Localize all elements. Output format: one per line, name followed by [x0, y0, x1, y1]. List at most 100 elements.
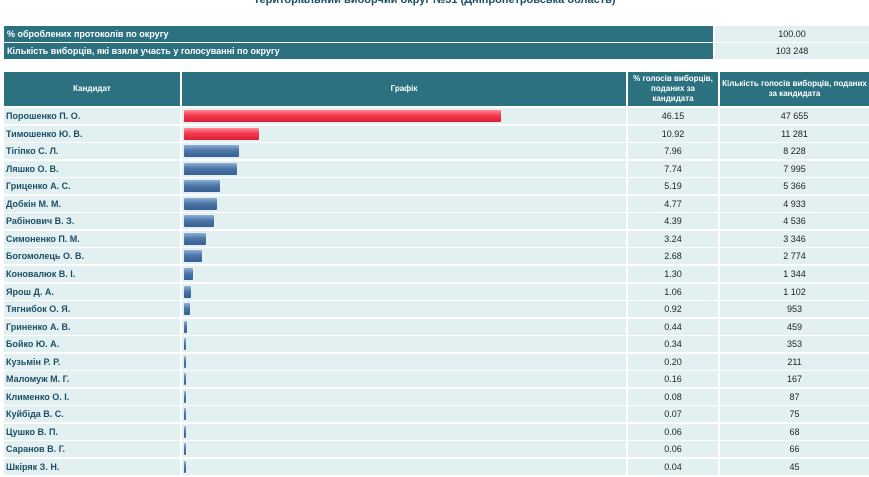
header-chart: Графік: [182, 72, 626, 106]
table-row: Рабінович В. З. 4.39 4 536: [4, 213, 869, 230]
percent-value: 5.19: [628, 178, 718, 195]
percent-value: 3.24: [628, 230, 718, 247]
table-row: Шкіряк З. Н. 0.04 45: [4, 459, 869, 476]
votes-value: 1 102: [720, 283, 869, 300]
votes-value: 8 228: [720, 143, 869, 160]
bar: [184, 180, 220, 193]
votes-value: 47 655: [720, 108, 869, 124]
percent-value: 46.15: [628, 108, 718, 124]
table-row: Цушко В. П. 0.06 68: [4, 423, 869, 441]
votes-value: 353: [720, 336, 869, 353]
votes-value: 66: [720, 441, 869, 458]
table-row: Ляшко О. В. 7.74 7 995: [4, 160, 869, 178]
bar: [184, 303, 191, 316]
candidate-name: Порошенко П. О.: [4, 108, 180, 124]
bar-cell: [182, 230, 626, 247]
candidate-name: Бойко Ю. А.: [4, 336, 180, 353]
candidate-name: Гриценко А. С.: [4, 178, 180, 195]
bar-cell: [182, 301, 626, 318]
bar: [184, 320, 187, 333]
bar: [184, 232, 207, 245]
bar-cell: [182, 283, 626, 300]
bar-cell: [182, 178, 626, 195]
bar: [184, 250, 203, 263]
bar-cell: [182, 108, 626, 124]
header-votes: Кількість голосів виборців, поданих за к…: [720, 72, 869, 106]
percent-value: 0.44: [628, 318, 718, 335]
percent-value: 1.30: [628, 266, 718, 282]
header-candidate: Кандидат: [4, 72, 180, 106]
bar-cell: [182, 423, 626, 440]
bar: [184, 162, 238, 175]
bar-cell: [182, 388, 626, 405]
percent-value: 0.34: [628, 336, 718, 353]
bar: [184, 355, 186, 368]
bar: [184, 215, 215, 228]
candidate-name: Ярош Д. А.: [4, 283, 180, 300]
candidate-name: Гриненко А. В.: [4, 318, 180, 335]
percent-value: 0.20: [628, 353, 718, 370]
votes-value: 45: [720, 459, 869, 475]
percent-value: 7.96: [628, 143, 718, 160]
votes-value: 459: [720, 318, 869, 335]
table-row: Ярош Д. А. 1.06 1 102: [4, 283, 869, 301]
bar-cell: [182, 406, 626, 423]
table-row: Клименко О. І. 0.08 87: [4, 388, 869, 406]
bar-cell: [182, 248, 626, 265]
votes-value: 75: [720, 406, 869, 423]
table-row: Кузьмін Р. Р. 0.20 211: [4, 353, 869, 371]
candidate-name: Шкіряк З. Н.: [4, 459, 180, 475]
votes-value: 5 366: [720, 178, 869, 195]
table-row: Порошенко П. О. 46.15 47 655: [4, 108, 869, 125]
percent-value: 0.92: [628, 301, 718, 318]
summary-value: 100.00: [715, 26, 869, 42]
candidate-name: Тягнибок О. Я.: [4, 301, 180, 318]
candidate-name: Ляшко О. В.: [4, 160, 180, 177]
bar-cell: [182, 125, 626, 142]
candidate-name: Маломуж М. Г.: [4, 371, 180, 388]
table-row: Симоненко П. М. 3.24 3 346: [4, 230, 869, 248]
summary-row-processed: % оброблених протоколів по округу 100.00: [4, 26, 869, 42]
votes-value: 953: [720, 301, 869, 318]
table-row: Тягнибок О. Я. 0.92 953: [4, 301, 869, 318]
candidate-name: Клименко О. І.: [4, 388, 180, 405]
percent-value: 0.04: [628, 459, 718, 475]
bar-cell: [182, 266, 626, 282]
summary-label: Кількість виборців, які взяли участь у г…: [4, 43, 713, 59]
bar: [184, 110, 502, 122]
bar: [184, 443, 186, 456]
table-row: Тимошенко Ю. В. 10.92 11 281: [4, 125, 869, 143]
votes-value: 167: [720, 371, 869, 388]
votes-value: 2 774: [720, 248, 869, 265]
candidate-name: Рабінович В. З.: [4, 213, 180, 230]
table-row: Бойко Ю. А. 0.34 353: [4, 336, 869, 353]
percent-value: 0.06: [628, 441, 718, 458]
bar: [184, 461, 186, 473]
votes-value: 3 346: [720, 230, 869, 247]
votes-value: 4 933: [720, 195, 869, 212]
table-row: Богомолець О. В. 2.68 2 774: [4, 248, 869, 265]
candidate-name: Тимошенко Ю. В.: [4, 125, 180, 142]
table-row: Добкін М. М. 4.77 4 933: [4, 195, 869, 213]
bar-cell: [182, 371, 626, 388]
votes-value: 87: [720, 388, 869, 405]
bar: [184, 373, 186, 386]
votes-value: 4 536: [720, 213, 869, 230]
table-row: Коновалюк В. І. 1.30 1 344: [4, 266, 869, 283]
table-row: Саранов В. Г. 0.06 66: [4, 441, 869, 458]
votes-value: 11 281: [720, 125, 869, 142]
bar: [184, 197, 217, 210]
bar: [184, 408, 186, 421]
summary-row-turnout: Кількість виборців, які взяли участь у г…: [4, 43, 869, 59]
votes-value: 211: [720, 353, 869, 370]
table-row: Гриценко А. С. 5.19 5 366: [4, 178, 869, 195]
votes-value: 68: [720, 423, 869, 440]
table-row: Гриненко А. В. 0.44 459: [4, 318, 869, 336]
summary-label: % оброблених протоколів по округу: [4, 26, 713, 42]
percent-value: 0.08: [628, 388, 718, 405]
candidate-name: Саранов В. Г.: [4, 441, 180, 458]
votes-value: 7 995: [720, 160, 869, 177]
page-title: Територіальний виборчий округ №31 (Дніпр…: [253, 0, 616, 6]
percent-value: 0.06: [628, 423, 718, 440]
candidate-name: Куйбіда В. С.: [4, 406, 180, 423]
